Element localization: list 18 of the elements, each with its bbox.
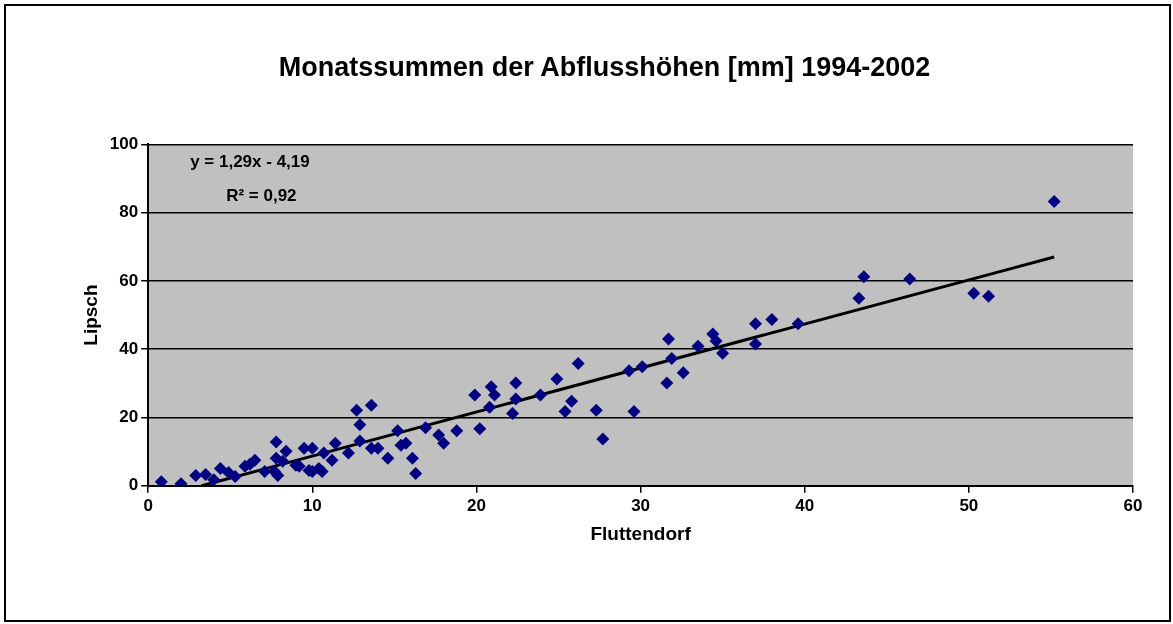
- x-tick-label: 60: [1123, 495, 1143, 515]
- x-tick-label: 0: [143, 495, 153, 515]
- x-tick-label: 10: [302, 495, 322, 515]
- x-tick-label: 40: [795, 495, 815, 515]
- y-axis-title: Lipsch: [79, 284, 101, 346]
- y-tick-label: 60: [119, 270, 139, 290]
- y-tick-label: 0: [128, 475, 139, 495]
- x-tick-label: 20: [466, 495, 486, 515]
- annotation: R² = 0,92: [226, 186, 297, 206]
- y-tick-label: 40: [119, 338, 139, 358]
- x-tick-label: 30: [631, 495, 651, 515]
- x-axis-title: Fluttendorf: [590, 522, 692, 544]
- y-tick-label: 80: [119, 202, 139, 222]
- chart-title: Monatssummen der Abflusshöhen [mm] 1994-2002: [278, 51, 931, 82]
- x-tick-label: 50: [959, 495, 979, 515]
- y-tick-label: 100: [109, 134, 139, 154]
- annotation: y = 1,29x - 4,19: [190, 152, 310, 172]
- y-tick-label: 20: [119, 407, 139, 427]
